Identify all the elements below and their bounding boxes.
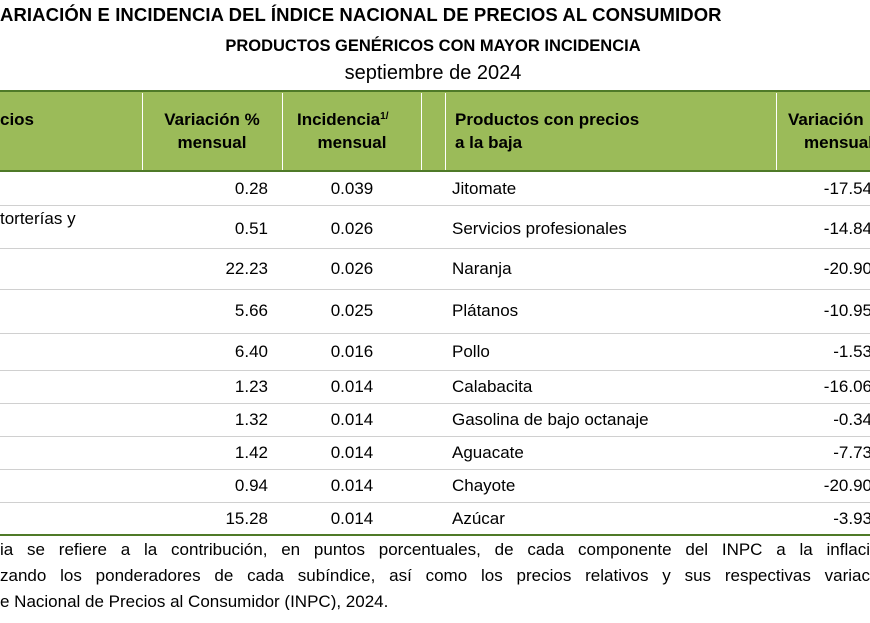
period: septiembre de 2024 [344,62,522,84]
col-header: a la baja [455,133,523,152]
col-sep [776,93,777,170]
cell: 0.014 [330,376,374,396]
cell: Servicios profesionales [452,218,627,238]
cell: 0.014 [330,508,374,528]
footnote: zando los ponderadores de cada subíndice… [0,567,870,585]
col-header: cios [0,110,35,129]
cell: -16.06 [823,376,870,396]
row-rule [0,370,870,371]
cell: 0.014 [330,409,374,429]
cell: 0.28 [234,178,268,198]
cell: Jitomate [452,178,517,198]
footnote: e Nacional de Precios al Consumidor (INP… [0,593,389,610]
cell: 6.40 [234,341,268,361]
col-header: mensual [317,133,387,152]
cell: 0.016 [330,341,374,361]
row-rule [0,289,870,290]
cell: -0.34 [833,409,870,429]
cell: Naranja [452,258,512,278]
cell: -20.90 [823,475,870,495]
cell: 1.42 [234,442,268,462]
cell: 5.66 [234,301,268,320]
cell: 0.014 [330,475,374,495]
cell: -20.90 [823,258,870,278]
row-rule [0,502,870,503]
cell: torterías y [0,209,76,228]
cell: Calabacita [452,376,533,396]
col-sep [282,93,283,170]
col-sep [142,93,143,170]
cell: -14.84 [823,218,870,238]
cell: Aguacate [452,442,524,462]
cell: -17.54 [823,178,870,198]
col-header-text: Incidencia [297,110,381,129]
header-bottom-rule [0,170,870,172]
footnote: ia se refiere a la contribución, en punt… [0,541,870,559]
row-rule [0,205,870,206]
row-rule [0,403,870,404]
cell: 0.94 [234,475,268,495]
table-bottom-rule [0,534,870,536]
row-rule [0,436,870,437]
cell: -1.53 [833,341,870,361]
row-rule [0,469,870,470]
cell: Azúcar [452,508,505,528]
col-header: Variación [788,110,864,129]
cell: -7.73 [833,442,870,462]
cell: -10.95 [823,301,870,320]
cell: -3.93 [833,508,870,528]
cell: Gasolina de bajo octanaje [452,409,649,429]
row-rule [0,248,870,249]
col-header: mensual [804,133,870,152]
cell: 0.039 [330,178,374,198]
cell: 0.026 [330,218,374,238]
header-top-rule [0,90,870,92]
cell: 1.32 [234,409,268,429]
subtitle: PRODUCTOS GENÉRICOS CON MAYOR INCIDENCIA [225,37,641,55]
cell: 0.51 [234,218,268,238]
col-header: Productos con precios [455,110,640,129]
col-header: Variación % [164,110,260,129]
cell: Chayote [452,475,516,495]
col-sep [445,93,446,170]
footnote-mark: 1/ [380,111,389,122]
cell: 0.014 [330,442,374,462]
cell: 1.23 [234,376,268,396]
cell: Plátanos [452,301,519,320]
cell: Pollo [452,341,490,361]
col-sep [421,93,422,170]
cell: 15.28 [225,508,268,528]
header-band [0,92,870,171]
col-header: mensual [177,133,247,152]
cell: 0.026 [330,258,374,278]
title: ARIACIÓN E INCIDENCIA DEL ÍNDICE NACIONA… [0,4,722,25]
col-header: Incidencia1/ [297,111,388,128]
cell: 22.23 [225,258,268,278]
row-rule [0,333,870,334]
cell: 0.025 [330,301,374,320]
